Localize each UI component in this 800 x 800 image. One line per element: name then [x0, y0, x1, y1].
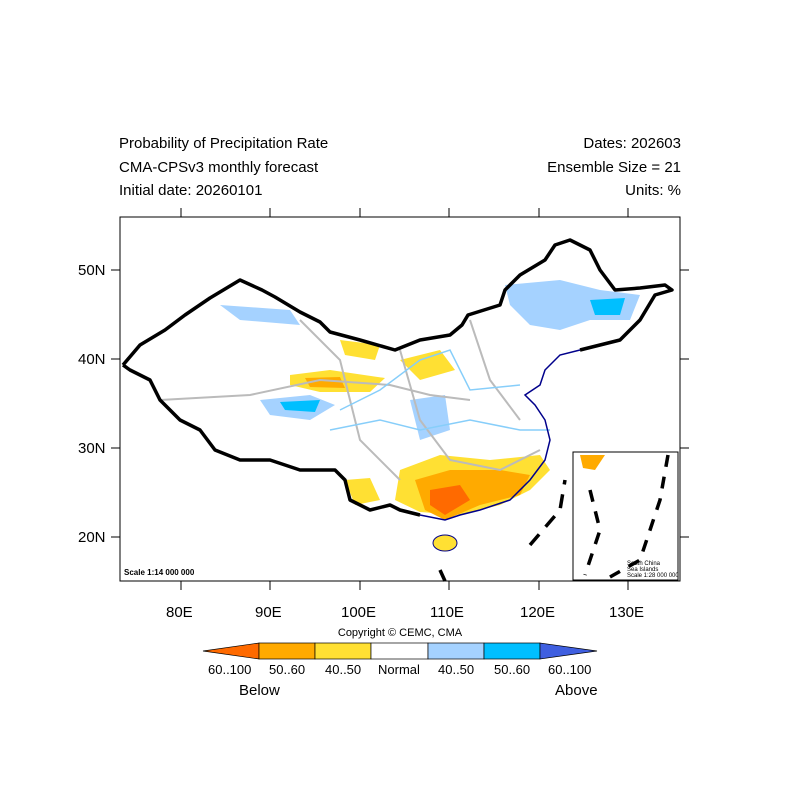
- colorbar-label: 40..50: [325, 662, 362, 677]
- lat-tick: 40N: [78, 351, 106, 368]
- lon-tick: 120E: [520, 604, 556, 621]
- copyright: Copyright © CEMC, CMA: [337, 627, 463, 639]
- lat-tick: 20N: [78, 529, 106, 546]
- colorbar-label: 60..100: [208, 662, 252, 677]
- units-label: Units: %: [625, 182, 681, 199]
- rivers: [329, 349, 550, 431]
- colorbar-label: Normal: [378, 662, 420, 677]
- inset-map: [572, 451, 679, 581]
- below-label: Below: [239, 682, 280, 699]
- dates-label: Dates: 202603: [583, 135, 681, 152]
- lat-tick: 50N: [78, 262, 106, 279]
- inset-title-1: South China: [627, 561, 661, 567]
- colorbar-label: 60..100: [548, 662, 592, 677]
- inset-label: South China Sea Islands Scale 1:28 000 000: [627, 561, 679, 579]
- province-borders: [159, 319, 541, 481]
- inset-title-2: Sea Islands: [627, 567, 659, 573]
- map-scale: Scale 1:14 000 000: [124, 568, 195, 577]
- ensemble-size: Ensemble Size = 21: [547, 159, 681, 176]
- title: Probability of Precipitation Rate: [119, 135, 329, 152]
- china-border: [121, 238, 674, 367]
- china-border-south: [121, 363, 421, 517]
- initial-date: Initial date: 20260101: [119, 182, 263, 199]
- tick-marks: [111, 208, 689, 590]
- hainan-island: [432, 534, 458, 552]
- precip-anomaly-shading: [220, 280, 640, 520]
- lat-tick: 30N: [78, 440, 106, 457]
- colorbar-label: 40..50: [438, 662, 475, 677]
- lon-tick: 130E: [609, 604, 645, 621]
- inset-scale: Scale 1:28 000 000: [627, 573, 679, 579]
- colorbar-label: 50..60: [494, 662, 531, 677]
- lon-tick: 90E: [255, 604, 282, 621]
- maritime-boundary: [438, 479, 567, 582]
- lon-tick: 80E: [166, 604, 193, 621]
- lon-tick: 100E: [341, 604, 377, 621]
- above-label: Above: [555, 682, 598, 699]
- model-label: CMA-CPSv3 monthly forecast: [119, 159, 319, 176]
- lon-tick: 110E: [430, 604, 464, 621]
- colorbar-label: 50..60: [269, 662, 306, 677]
- coastline: [419, 349, 581, 521]
